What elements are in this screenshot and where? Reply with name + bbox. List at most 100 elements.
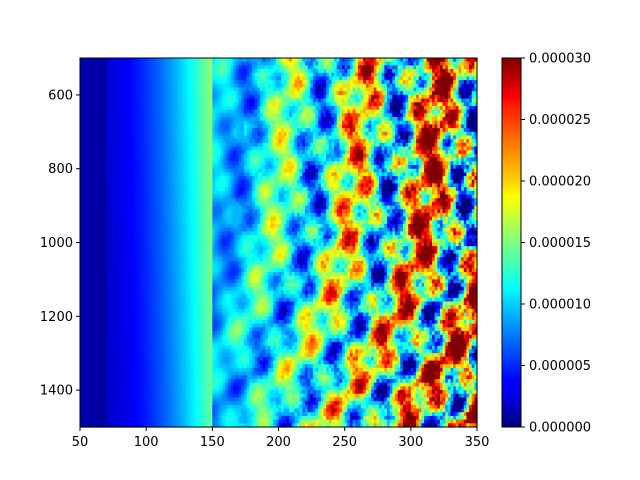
heatmap-cell (204, 61, 208, 66)
heatmap-cell (355, 76, 359, 81)
heatmap-cell (230, 69, 235, 74)
heatmap-cell (315, 91, 319, 96)
heatmap-cell (90, 65, 94, 70)
heatmap-cell (320, 76, 325, 81)
heatmap-cell (342, 76, 346, 81)
heatmap-cell (397, 80, 401, 85)
heatmap-cell (156, 87, 160, 92)
heatmap-cell (159, 76, 163, 81)
heatmap-cell (453, 80, 457, 85)
heatmap-cell (394, 58, 399, 63)
heatmap-cell (138, 83, 142, 89)
heatmap-cell (146, 80, 150, 85)
heatmap-cell (394, 80, 399, 85)
heatmap-cell (331, 58, 335, 63)
heatmap-cell (424, 65, 428, 70)
heatmap-cell (384, 76, 388, 81)
heatmap-cell (167, 69, 171, 74)
heatmap-cell (286, 69, 290, 74)
heatmap-cell (98, 87, 102, 92)
heatmap-cell (177, 58, 182, 63)
heatmap-cell (426, 72, 430, 78)
heatmap-cell (164, 76, 168, 81)
heatmap-cell (326, 83, 330, 89)
heatmap-cell (283, 80, 288, 85)
heatmap-cell (132, 83, 137, 89)
heatmap-cell (304, 65, 309, 70)
heatmap-cell (349, 76, 354, 81)
heatmap-cell (191, 72, 195, 78)
heatmap-cell (304, 69, 309, 74)
heatmap-cell (177, 69, 182, 74)
heatmap-cell (262, 58, 266, 63)
heatmap-cell (191, 76, 195, 81)
heatmap-cell (185, 72, 190, 78)
heatmap-cell (421, 76, 425, 81)
heatmap-cell (426, 61, 430, 66)
heatmap-cell (249, 58, 253, 63)
heatmap-cell (146, 61, 150, 66)
heatmap-cell (424, 72, 428, 78)
heatmap-cell (447, 87, 452, 92)
heatmap-cell (373, 80, 378, 85)
heatmap-cell (238, 91, 243, 96)
heatmap-cell (207, 69, 211, 74)
heatmap-cell (212, 76, 216, 81)
heatmap-cell (201, 65, 205, 70)
heatmap-cell (111, 87, 116, 92)
heatmap-cell (117, 91, 121, 96)
heatmap-cell (135, 91, 139, 96)
heatmap-cell (196, 65, 200, 70)
heatmap-cell (286, 91, 290, 96)
heatmap-cell (106, 65, 110, 70)
heatmap-cell (405, 91, 409, 96)
heatmap-cell (302, 69, 306, 74)
heatmap-cell (154, 61, 158, 66)
heatmap-cell (402, 65, 407, 70)
heatmap-cell (447, 83, 452, 89)
heatmap-cell (270, 91, 274, 96)
heatmap-cell (387, 58, 391, 63)
heatmap-cell (101, 87, 105, 92)
heatmap-cell (146, 91, 150, 96)
heatmap-cell (469, 61, 473, 66)
heatmap-cell (469, 58, 473, 63)
heatmap-cell (122, 69, 126, 74)
heatmap-cell (109, 76, 113, 81)
heatmap-cell (191, 58, 195, 63)
heatmap-cell (466, 65, 470, 70)
heatmap-cell (413, 80, 417, 85)
heatmap-cell (130, 65, 134, 70)
heatmap-cell (474, 76, 478, 81)
heatmap-cell (249, 72, 253, 78)
heatmap-cell (379, 83, 383, 89)
heatmap-cell (225, 87, 229, 92)
heatmap-cell (371, 61, 375, 66)
heatmap-cell (164, 87, 168, 92)
heatmap-cell (275, 65, 280, 70)
heatmap-cell (254, 87, 258, 92)
heatmap-cell (458, 87, 462, 92)
heatmap-cell (164, 58, 168, 63)
heatmap-cell (207, 83, 211, 89)
heatmap-cell (315, 76, 319, 81)
heatmap-cell (344, 69, 348, 74)
heatmap-cell (418, 87, 423, 92)
heatmap-cell (365, 87, 370, 92)
heatmap-cell (418, 91, 423, 96)
heatmap-cell (138, 87, 142, 92)
heatmap-cell (257, 76, 261, 81)
heatmap-cell (212, 65, 216, 70)
heatmap-cell (138, 76, 142, 81)
heatmap-cell (318, 72, 322, 78)
heatmap-cell (344, 58, 348, 63)
heatmap-cell (408, 76, 412, 81)
heatmap-cell (384, 87, 388, 92)
heatmap-cell (461, 80, 465, 85)
heatmap-cell (471, 58, 475, 63)
heatmap-cell (106, 61, 110, 66)
heatmap-cell (209, 91, 213, 96)
heatmap-cell (307, 65, 311, 70)
heatmap-cell (95, 80, 100, 85)
heatmap-cell (384, 65, 388, 70)
